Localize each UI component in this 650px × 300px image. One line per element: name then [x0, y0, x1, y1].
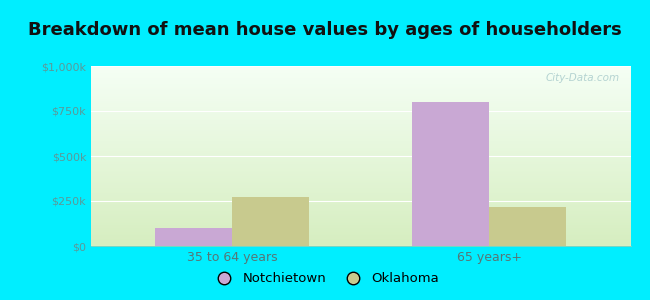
- Bar: [412, 102, 489, 246]
- Text: City-Data.com: City-Data.com: [545, 73, 619, 83]
- Bar: [232, 197, 309, 246]
- Bar: [155, 228, 232, 246]
- Bar: [489, 207, 566, 246]
- Text: Breakdown of mean house values by ages of householders: Breakdown of mean house values by ages o…: [28, 21, 622, 39]
- Legend: Notchietown, Oklahoma: Notchietown, Oklahoma: [205, 267, 445, 290]
